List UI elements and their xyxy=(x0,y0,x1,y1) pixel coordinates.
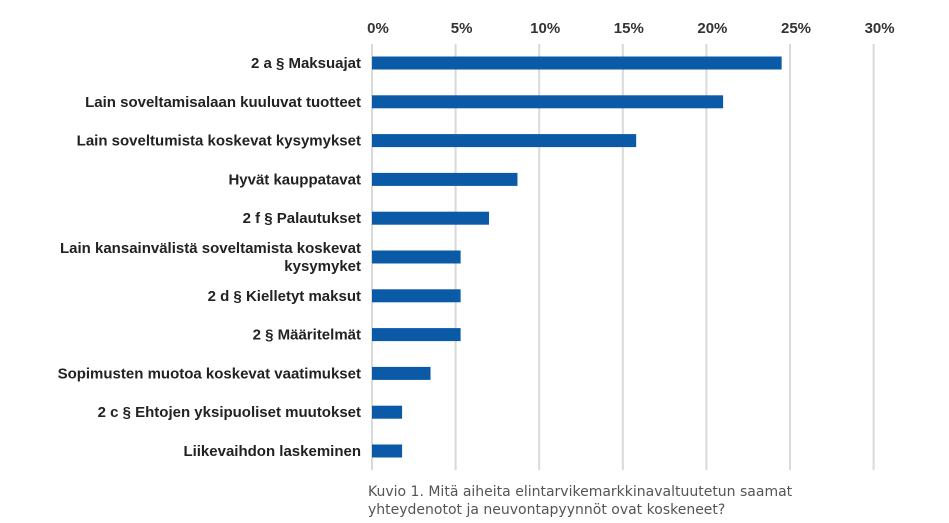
x-tick-label: 15% xyxy=(614,20,644,37)
x-tick-label: 10% xyxy=(530,20,560,37)
caption-line-2: yhteydenotot ja neuvontapyynnöt ovat kos… xyxy=(368,502,726,518)
x-tick-label: 30% xyxy=(865,20,895,37)
x-tick-label: 5% xyxy=(451,20,473,37)
x-tick-label: 25% xyxy=(781,20,811,37)
x-tick-label: 20% xyxy=(697,20,727,37)
bar xyxy=(372,172,518,186)
figure-caption: Kuvio 1. Mitä aiheita elintarvikemarkkin… xyxy=(368,483,928,519)
x-tick-label: 0% xyxy=(367,20,389,37)
category-label: 2 § Määritelmät xyxy=(253,327,361,344)
x-axis-ticks: 0% 5% 10% 15% 20% 25% 30% xyxy=(367,20,894,37)
category-labels: 2 a § Maksuajat Lain soveltamisalaan kuul… xyxy=(58,55,361,460)
category-label: 2 c § Ehtojen yksipuoliset muutokset xyxy=(98,404,361,421)
bar xyxy=(372,405,403,419)
bars xyxy=(372,56,782,458)
bar xyxy=(372,366,431,380)
category-label: Lain soveltumista koskevat kysymykset xyxy=(77,133,361,150)
category-label: Lain soveltamisalaan kuuluvat tuotteet xyxy=(85,94,361,111)
category-label: Lain kansainvälistä soveltamista koskeva… xyxy=(60,240,361,275)
bar xyxy=(372,328,461,342)
bar xyxy=(372,444,403,458)
category-label: Liikevaihdon laskeminen xyxy=(183,443,361,460)
category-label: 2 d § Kielletyt maksut xyxy=(208,288,361,305)
bar xyxy=(372,289,461,303)
bar-chart: 0% 5% 10% 15% 20% 25% 30% 2 a § Maksuajat Lain … xyxy=(58,20,895,470)
category-label: 2 a § Maksuajat xyxy=(251,55,361,72)
bar xyxy=(372,95,724,109)
gridlines xyxy=(371,44,875,470)
bar xyxy=(372,250,461,264)
category-label: Hyvät kauppatavat xyxy=(228,171,361,188)
category-label: Sopimusten muotoa koskevat vaatimukset xyxy=(58,365,361,382)
bar xyxy=(372,56,782,70)
bar xyxy=(372,211,490,225)
category-label: 2 f § Palautukset xyxy=(243,210,361,227)
bar xyxy=(372,134,637,148)
caption-line-1: Kuvio 1. Mitä aiheita elintarvikemarkkin… xyxy=(368,484,793,500)
